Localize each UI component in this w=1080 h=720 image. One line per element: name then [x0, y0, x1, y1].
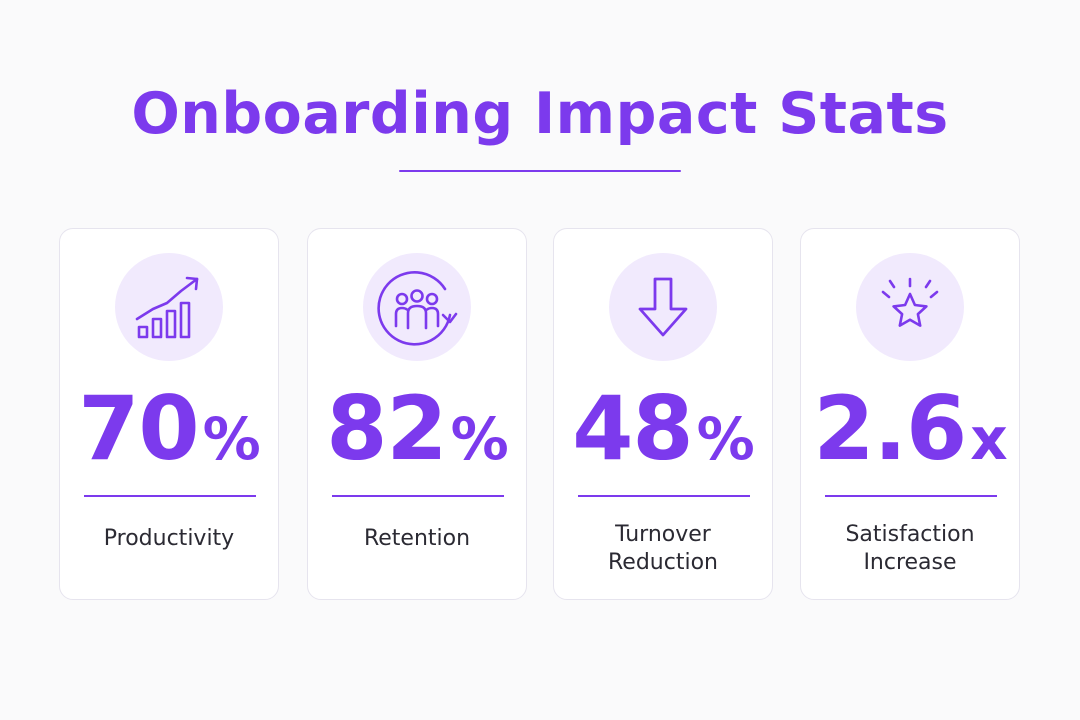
card-divider	[578, 495, 750, 497]
stat-number: 70	[78, 377, 199, 480]
card-divider	[332, 495, 504, 497]
title-divider	[399, 170, 681, 172]
stat-label-line: Increase	[863, 550, 957, 575]
stat-label-line: Turnover	[615, 522, 711, 547]
card-divider	[84, 495, 256, 497]
stat-label: Turnover Reduction	[564, 521, 762, 577]
stat-unit: %	[202, 405, 261, 473]
icon-badge	[115, 253, 223, 361]
stat-label: Productivity	[70, 525, 268, 553]
stat-label: Satisfaction Increase	[811, 521, 1009, 577]
stat-value: 2.6x	[801, 379, 1019, 489]
icon-badge	[609, 253, 717, 361]
stat-label-line: Reduction	[608, 550, 718, 575]
icon-badge	[856, 253, 964, 361]
stat-unit: %	[696, 405, 755, 473]
stat-label-line: Retention	[363, 526, 471, 551]
stat-unit: %	[450, 405, 509, 473]
stat-value: 82%	[308, 379, 526, 489]
stat-label-line: Satisfaction	[845, 522, 975, 547]
stat-number: 2.6	[813, 377, 967, 480]
stat-card-retention: 82% Retention	[307, 228, 527, 600]
card-divider	[825, 495, 997, 497]
stat-unit: x	[970, 405, 1007, 473]
team-retention-icon	[377, 271, 458, 346]
stat-number: 48	[572, 377, 693, 480]
stat-value: 48%	[554, 379, 772, 489]
star-icon	[881, 277, 939, 327]
stat-value: 70%	[60, 379, 278, 489]
stat-card-productivity: 70% Productivity	[59, 228, 279, 600]
stat-label: Retention	[318, 525, 516, 553]
page-title: Onboarding Impact Stats	[131, 81, 949, 147]
icon-badge	[363, 253, 471, 361]
stat-card-satisfaction-increase: 2.6x Satisfaction Increase	[800, 228, 1020, 600]
stat-card-turnover-reduction: 48% Turnover Reduction	[553, 228, 773, 600]
stat-number: 82	[326, 377, 447, 480]
stat-label-line: Productivity	[103, 526, 235, 551]
growth-chart-icon	[135, 276, 199, 339]
down-arrow-icon	[638, 277, 688, 337]
